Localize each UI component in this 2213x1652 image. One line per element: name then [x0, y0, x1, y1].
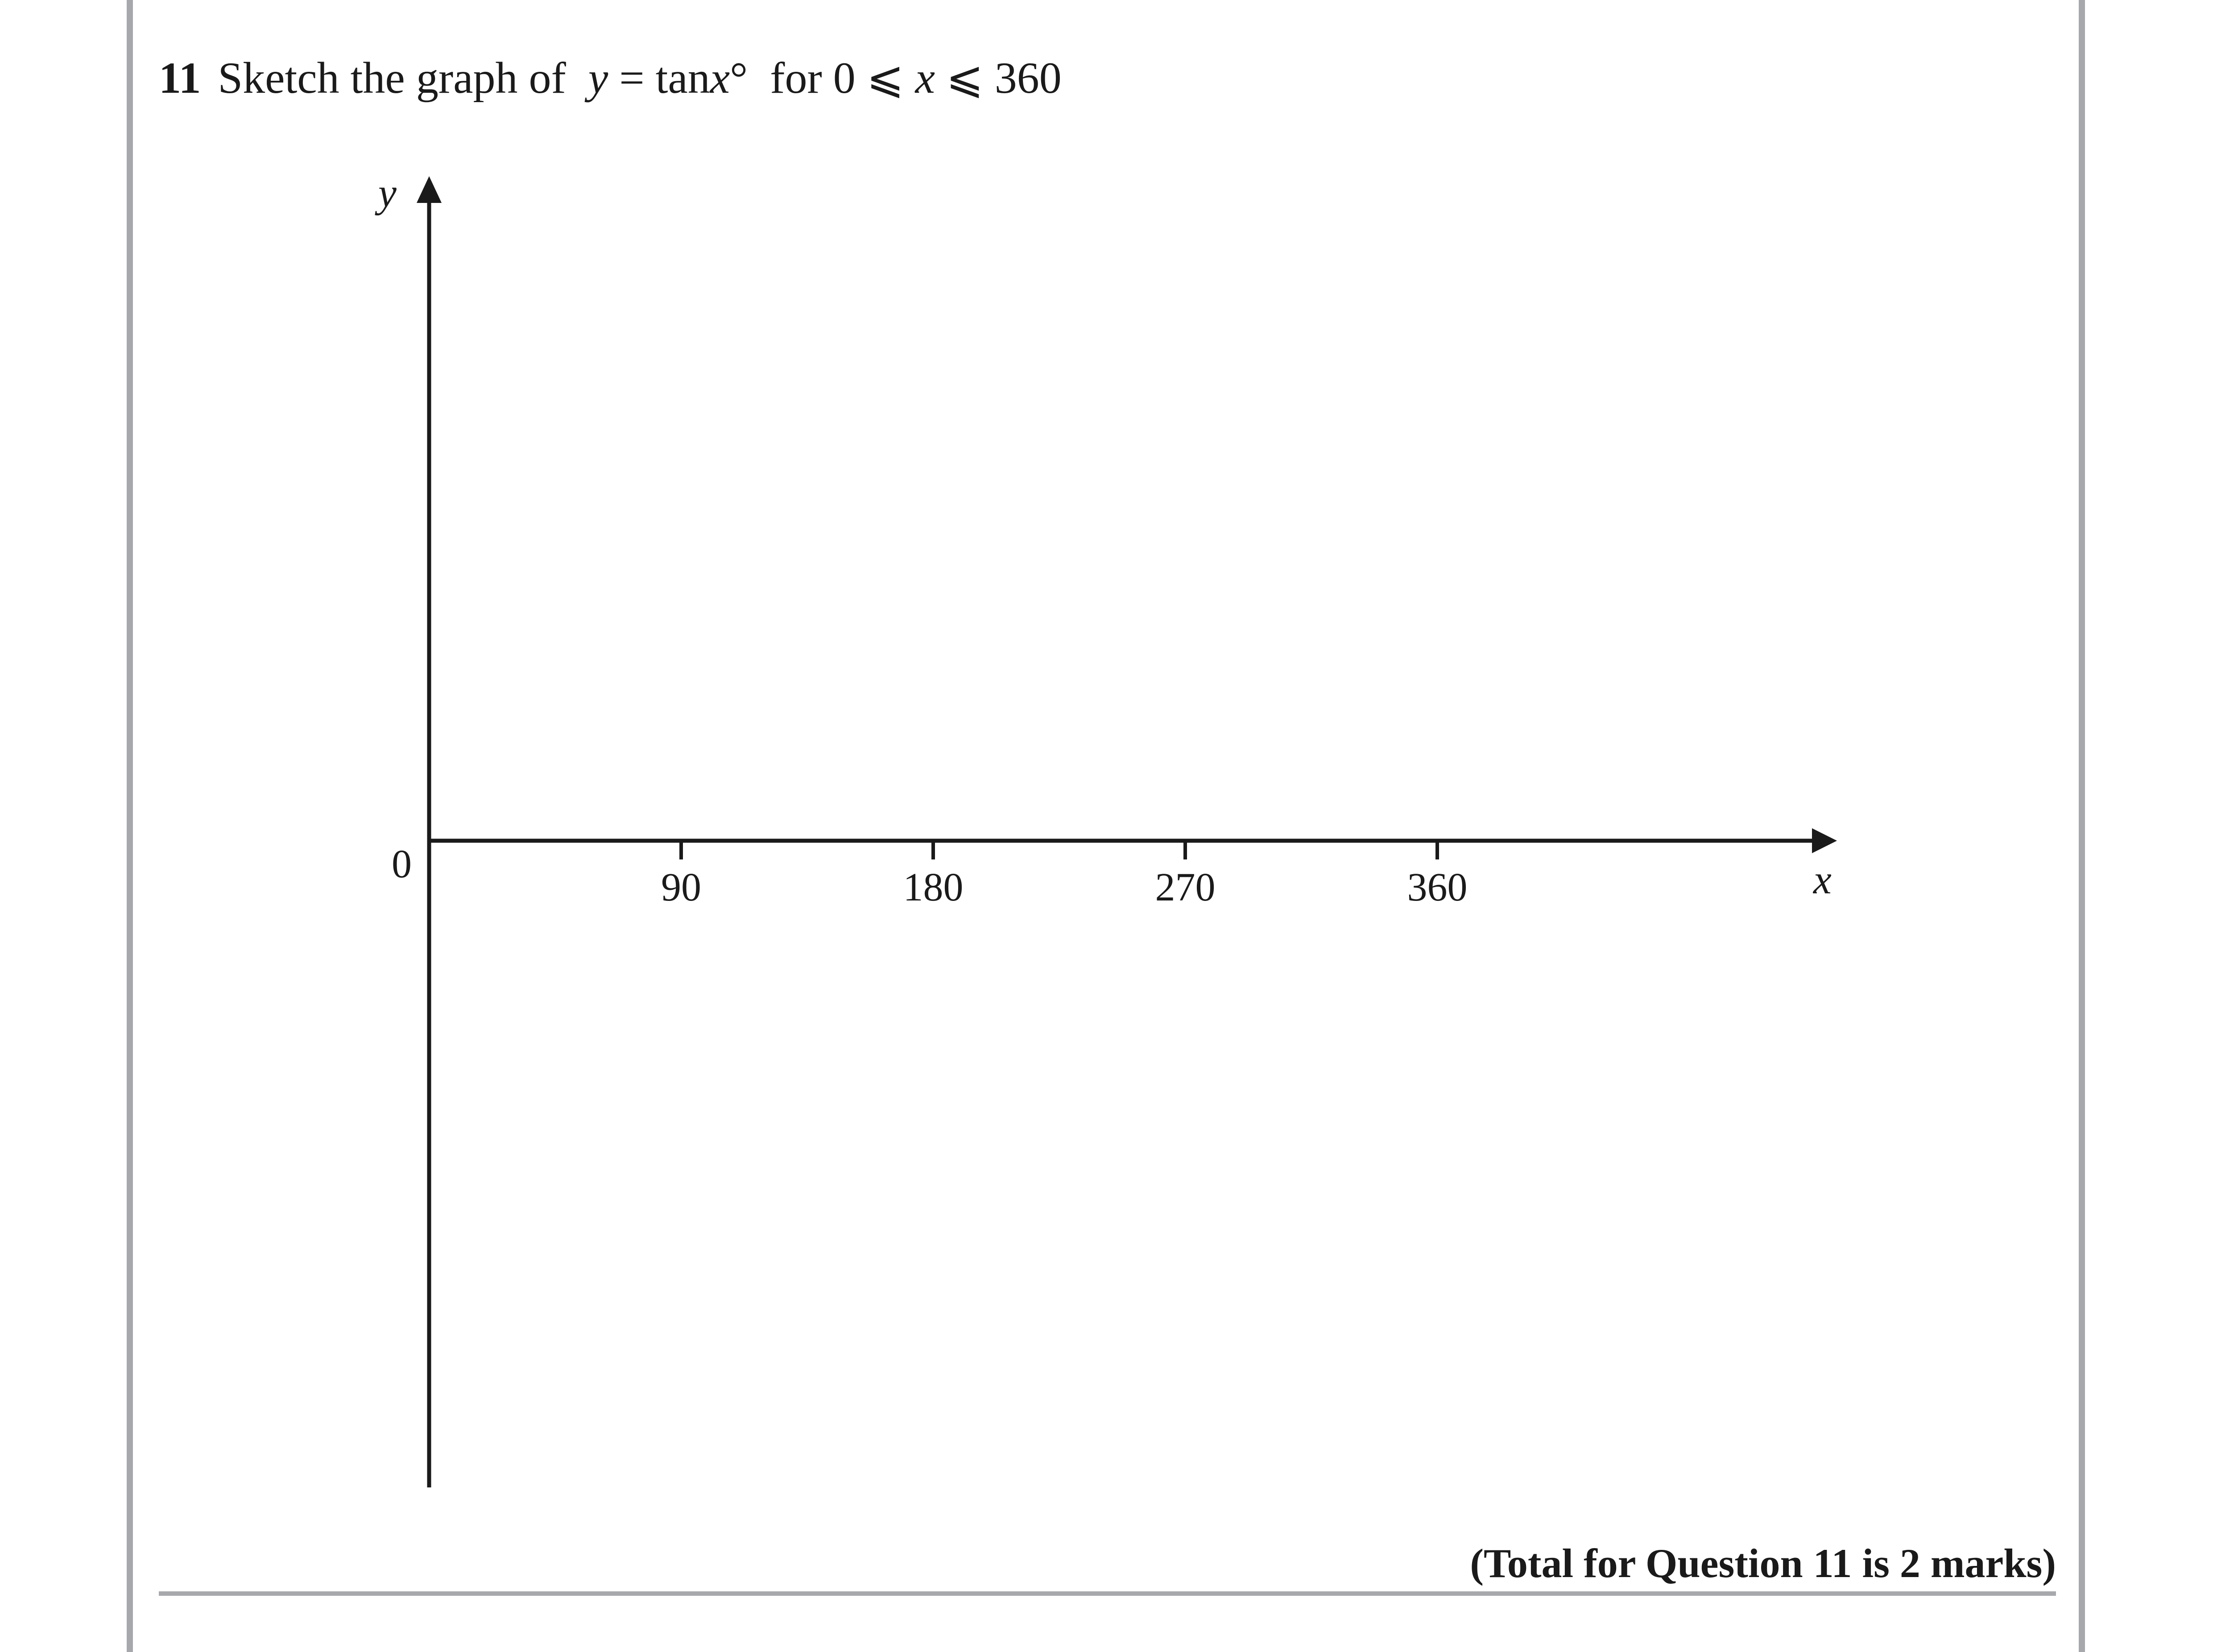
question-number: 11 — [159, 53, 201, 103]
x-tick-marks — [679, 841, 1439, 859]
range-x: x — [915, 53, 935, 103]
x-tick-label: 90 — [661, 865, 701, 909]
section-divider — [159, 1591, 2056, 1596]
x-axis-label: x — [1813, 857, 1832, 902]
range-for: for 0 — [770, 53, 856, 103]
x-tick-label: 180 — [903, 865, 964, 909]
right-margin-bar — [2079, 0, 2085, 1652]
origin-label: 0 — [392, 842, 412, 886]
equation-tan: = tan — [608, 53, 710, 103]
equation-x: x — [710, 53, 730, 103]
equation-degree: ° — [730, 53, 748, 103]
question-text: Sketch the graph of — [218, 53, 566, 103]
total-marks: (Total for Question 11 is 2 marks) — [1470, 1540, 2056, 1586]
x-axis-arrow-icon — [1812, 828, 1837, 853]
x-tick-label: 270 — [1155, 865, 1216, 909]
range-le-2: ⩽ — [935, 53, 995, 103]
equation-y: y — [588, 53, 608, 103]
range-le-1: ⩽ — [855, 53, 915, 103]
question-prompt: 11 Sketch the graph of y = tanx° for 0 ⩽ … — [159, 45, 1062, 112]
y-axis-arrow-icon — [417, 176, 442, 203]
x-tick-label: 360 — [1407, 865, 1468, 909]
range-max: 360 — [994, 53, 1062, 103]
left-margin-bar — [127, 0, 133, 1652]
y-axis-label: y — [378, 170, 397, 215]
